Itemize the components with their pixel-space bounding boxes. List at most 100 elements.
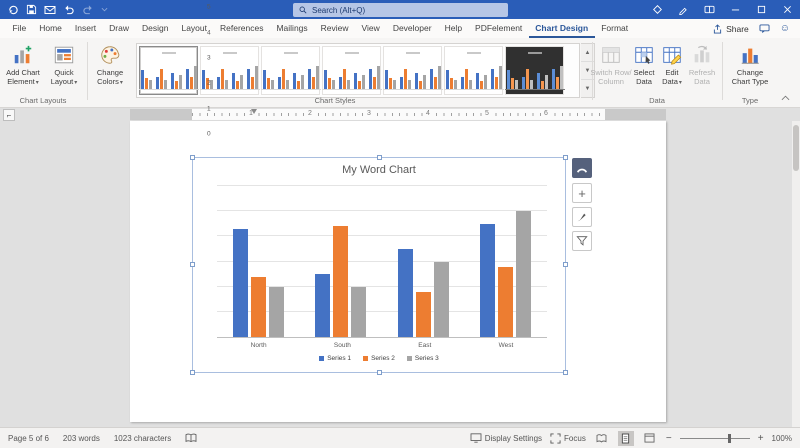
- chart-style-thumbnail-5[interactable]: [382, 46, 443, 95]
- undo-icon[interactable]: [63, 4, 75, 15]
- tab-review[interactable]: Review: [320, 23, 349, 33]
- chart-filters-button[interactable]: [572, 231, 592, 251]
- gallery-down-icon[interactable]: ▼: [581, 62, 594, 80]
- pencil-icon[interactable]: [670, 0, 696, 19]
- edit-data-button[interactable]: Edit Data: [658, 42, 686, 87]
- selection-handle[interactable]: [190, 370, 195, 375]
- selection-handle[interactable]: [563, 262, 568, 267]
- chart-styles-button[interactable]: [572, 207, 592, 227]
- tab-file[interactable]: File: [12, 23, 27, 33]
- chart-legend[interactable]: Series 1 Series 2 Series 3: [193, 355, 565, 362]
- tab-mailings[interactable]: Mailings: [276, 23, 308, 33]
- save-icon[interactable]: [26, 4, 37, 15]
- feedback-smiley-icon[interactable]: ☺: [779, 22, 790, 34]
- chart-plot-area[interactable]: [217, 185, 547, 338]
- chart-elements-button[interactable]: +: [572, 183, 592, 203]
- tab-references[interactable]: References: [220, 23, 264, 33]
- read-mode-button[interactable]: [594, 431, 610, 446]
- chart-style-thumbnail-2[interactable]: [199, 46, 260, 95]
- tab-developer[interactable]: Developer: [392, 23, 432, 33]
- tab-format[interactable]: Format: [601, 23, 629, 33]
- bar-series-3[interactable]: [433, 261, 449, 337]
- qat-more-icon[interactable]: [101, 7, 108, 12]
- reading-mode-icon[interactable]: [696, 0, 722, 19]
- change-chart-type-button[interactable]: Change Chart Type: [728, 42, 772, 86]
- gallery-more-icon[interactable]: ▼: [584, 85, 591, 92]
- email-icon[interactable]: [44, 5, 56, 15]
- selection-handle[interactable]: [563, 155, 568, 160]
- bar-series-2[interactable]: [250, 276, 266, 337]
- chart-object[interactable]: My Word Chart 0 1 2 3 4 5 6 North South East West…: [190, 4, 568, 375]
- chart-style-thumbnail-4[interactable]: [321, 46, 382, 95]
- bar-series-2[interactable]: [415, 291, 431, 337]
- tab-view[interactable]: View: [361, 23, 380, 33]
- change-colors-button[interactable]: Change Colors: [90, 42, 130, 87]
- share-button[interactable]: Share: [713, 24, 749, 34]
- presence-icon[interactable]: [644, 0, 670, 19]
- selection-handle[interactable]: [190, 155, 195, 160]
- bar-series-2[interactable]: [498, 266, 514, 337]
- print-layout-button[interactable]: [617, 430, 634, 446]
- minimize-icon[interactable]: [722, 0, 748, 19]
- zoom-in-button[interactable]: +: [757, 432, 764, 444]
- tab-stop-selector[interactable]: ⌐: [3, 109, 15, 121]
- display-settings-button[interactable]: Display Settings: [470, 433, 542, 443]
- zoom-out-button[interactable]: −: [665, 432, 672, 444]
- character-count[interactable]: 1023 characters: [113, 433, 172, 443]
- close-icon[interactable]: [774, 0, 800, 19]
- legend-label: Series 3: [414, 355, 439, 362]
- tab-draw[interactable]: Draw: [109, 23, 129, 33]
- selection-handle[interactable]: [563, 370, 568, 375]
- quick-layout-button[interactable]: Quick Layout: [44, 42, 84, 87]
- tab-pdfelement[interactable]: PDFelement: [475, 23, 523, 33]
- bar-series-1[interactable]: [480, 223, 496, 337]
- tab-help[interactable]: Help: [444, 23, 463, 33]
- bar-series-2[interactable]: [333, 226, 349, 337]
- page-indicator[interactable]: Page 5 of 6: [8, 433, 49, 443]
- bar-series-3[interactable]: [351, 286, 367, 337]
- focus-button[interactable]: Focus: [550, 432, 586, 444]
- selection-handle[interactable]: [377, 370, 382, 375]
- layout-options-icon: [576, 168, 588, 173]
- button-label: Colors: [97, 77, 119, 86]
- chart-style-thumbnail-6[interactable]: [443, 46, 504, 95]
- bar-series-1[interactable]: [232, 228, 248, 337]
- maximize-icon[interactable]: [748, 0, 774, 19]
- tab-design[interactable]: Design: [142, 23, 169, 33]
- zoom-level[interactable]: 100%: [771, 433, 792, 443]
- bar-series-1[interactable]: [397, 248, 413, 337]
- chart-style-thumbnail-7[interactable]: [504, 46, 565, 95]
- comment-icon[interactable]: [759, 23, 770, 34]
- selection-handle[interactable]: [377, 155, 382, 160]
- collapse-ribbon-icon[interactable]: [778, 92, 792, 104]
- bar-series-1[interactable]: [315, 274, 331, 337]
- autosave-icon[interactable]: [8, 4, 19, 15]
- proofing-icon[interactable]: [185, 433, 197, 443]
- layout-options-button[interactable]: [572, 158, 592, 178]
- bar-series-3[interactable]: [516, 211, 532, 337]
- bar-series-3[interactable]: [268, 286, 284, 337]
- tab-layout[interactable]: Layout: [181, 23, 207, 33]
- chart-style-thumbnail-3[interactable]: [260, 46, 321, 95]
- add-chart-element-button[interactable]: Add Chart Element: [3, 42, 43, 87]
- web-layout-button[interactable]: [642, 431, 658, 446]
- switch-row-column-button: Switch Row/ Column: [590, 42, 632, 86]
- search-input[interactable]: Search (Alt+Q): [293, 3, 508, 17]
- document-page[interactable]: My Word Chart 0 1 2 3 4 5 6 North South East West…: [130, 4, 666, 422]
- group-label: Chart Layouts: [19, 96, 67, 105]
- tab-chart-design[interactable]: Chart Design: [528, 19, 595, 38]
- chart-title[interactable]: My Word Chart: [342, 164, 416, 176]
- zoom-slider[interactable]: [679, 433, 750, 443]
- gallery-up-icon[interactable]: ▲: [581, 44, 594, 62]
- tab-home[interactable]: Home: [39, 23, 62, 33]
- indent-marker[interactable]: [251, 109, 257, 114]
- vertical-scrollbar[interactable]: [792, 121, 800, 427]
- word-count[interactable]: 203 words: [62, 433, 100, 443]
- scrollbar-thumb[interactable]: [793, 125, 799, 171]
- selection-handle[interactable]: [190, 262, 195, 267]
- select-data-button[interactable]: Select Data: [630, 42, 658, 86]
- zoom-slider-thumb[interactable]: [727, 433, 731, 443]
- tab-insert[interactable]: Insert: [74, 23, 97, 33]
- chart-style-thumbnail-1[interactable]: [138, 46, 199, 95]
